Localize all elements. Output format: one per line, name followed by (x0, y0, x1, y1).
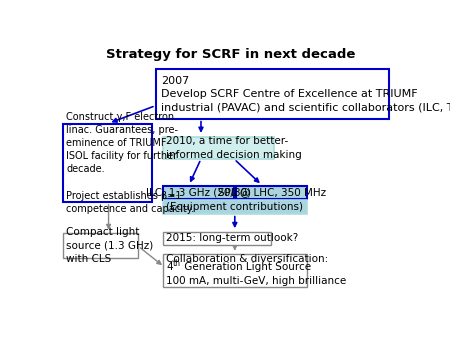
Text: 2010, a time for better-
informed decision making: 2010, a time for better- informed decisi… (166, 136, 302, 160)
Text: Construct γ,F electron
linac. Guarantees, pre-
eminence of TRIUMF-
ISOL facility: Construct γ,F electron linac. Guarantees… (66, 112, 194, 214)
FancyBboxPatch shape (162, 186, 234, 199)
Text: 4: 4 (166, 262, 173, 272)
Text: Collaboration & diversification:: Collaboration & diversification: (166, 254, 328, 264)
Text: SPL @ LHC, 350 MHz: SPL @ LHC, 350 MHz (217, 188, 326, 197)
FancyBboxPatch shape (162, 254, 307, 287)
Text: 2007
Develop SCRF Centre of Excellence at TRIUMF
industrial (PAVAC) and scientif: 2007 Develop SCRF Centre of Excellence a… (161, 76, 450, 112)
FancyBboxPatch shape (236, 186, 307, 199)
Text: 2015: long-term outlook?: 2015: long-term outlook? (166, 233, 298, 243)
FancyBboxPatch shape (63, 233, 138, 258)
FancyBboxPatch shape (162, 137, 274, 159)
Text: (Equipment contributions): (Equipment contributions) (166, 202, 303, 212)
Text: th: th (172, 259, 180, 268)
Text: 100 mA, multi-GeV, high brilliance: 100 mA, multi-GeV, high brilliance (166, 276, 346, 286)
FancyBboxPatch shape (162, 232, 271, 245)
Text: Generation Light Source: Generation Light Source (181, 262, 311, 272)
Text: Compact light
source (1.3 GHz)
with CLS: Compact light source (1.3 GHz) with CLS (66, 227, 153, 264)
Text: Strategy for SCRF in next decade: Strategy for SCRF in next decade (106, 48, 356, 62)
FancyBboxPatch shape (63, 124, 152, 202)
Text: ILC, 1.3 GHz (20/80): ILC, 1.3 GHz (20/80) (146, 188, 251, 197)
FancyBboxPatch shape (156, 69, 389, 119)
FancyBboxPatch shape (162, 200, 307, 214)
